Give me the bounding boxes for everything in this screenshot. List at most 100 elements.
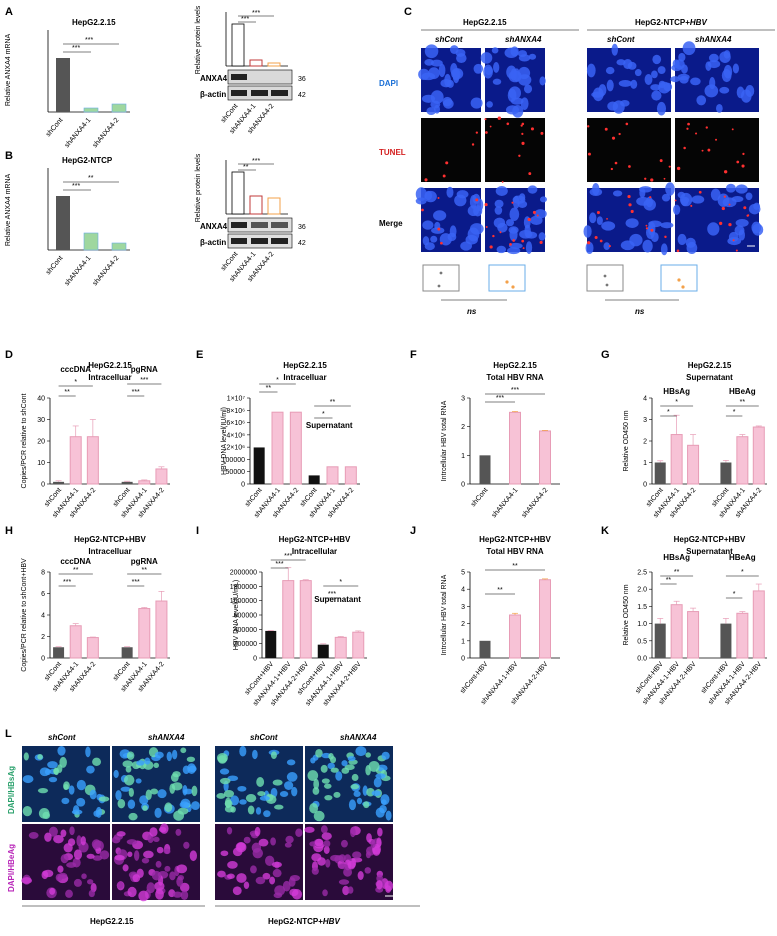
- y-tick-label: 0: [643, 482, 647, 489]
- y-tick-label: 0: [41, 656, 45, 663]
- panel-b-title: HepG2-NTCP: [62, 156, 113, 165]
- svg-text:shANXA4: shANXA4: [505, 35, 542, 44]
- y-tick-label: 1×10⁷: [227, 396, 246, 403]
- y-tick-label: 6: [41, 591, 45, 598]
- y-tick-label: 1: [643, 460, 647, 467]
- y-tick-label: 100000: [222, 457, 245, 464]
- chart-subtitle: Intracelluar: [88, 373, 131, 382]
- a-cat-0: shCont: [45, 117, 65, 139]
- group-label: cccDNA: [60, 557, 91, 566]
- bar: [479, 455, 491, 484]
- y-tick-label: 3: [461, 396, 465, 403]
- panel-letter-k: K: [601, 525, 609, 537]
- chart-annotation: Supernatant: [306, 421, 353, 430]
- svg-text:ns: ns: [635, 307, 645, 316]
- panel-letter-d: D: [5, 349, 13, 361]
- y-tick-label: 200000: [234, 641, 257, 648]
- chart-annotation: Supernatant: [314, 595, 361, 604]
- panel-letter-i: I: [196, 525, 200, 537]
- chart-subtitle: Intracellular: [292, 547, 337, 556]
- chart-ylabel: Intrcellular HBV total RNA: [441, 400, 448, 481]
- chart-D: HepG2.2.15 Intracelluar Copies/PCR relativ…: [21, 361, 170, 519]
- y-tick-label: 0: [241, 482, 245, 489]
- svg-text:Relative protein levels: Relative protein levels: [195, 153, 202, 222]
- svg-text:shCont: shCont: [607, 35, 635, 44]
- y-tick-label: 0.0: [637, 656, 647, 663]
- y-tick-label: 30: [37, 417, 45, 424]
- sig-mark: *: [667, 409, 670, 416]
- a-protein1: ANXA4: [200, 74, 228, 83]
- panel-letter-b: B: [5, 150, 13, 162]
- chart-G: HepG2.2.15 Supernatant Relative OD450 nm 0 1…: [623, 361, 767, 519]
- svg-text:shANXA4: shANXA4: [148, 733, 185, 742]
- sig-a-1: ***: [72, 45, 80, 52]
- sig-mark: ***: [63, 579, 71, 586]
- panel-a-ylabel: Relative ANXA4 mRNA: [5, 33, 12, 106]
- c-row-merge: Merge: [379, 219, 403, 228]
- y-tick-label: 1800000: [230, 584, 257, 591]
- chart-subtitle: Intracelluar: [283, 373, 326, 382]
- y-tick-label: 0: [41, 482, 45, 489]
- chart-ylabel: Intrcellular HBV total RNA: [441, 574, 448, 655]
- svg-text:**: **: [88, 175, 94, 182]
- sig-mark: ***: [496, 395, 504, 402]
- y-tick-label: 0: [461, 656, 465, 663]
- bar: [752, 590, 765, 659]
- chart-subtitle: Total HBV RNA: [486, 373, 543, 382]
- panel-l-images: shCont shANXA4 shCont shANXA4 DAPI/HBsAg…: [7, 733, 420, 926]
- sig-mark: *: [675, 399, 678, 406]
- c-group2: HepG2-NTCP+HBV: [635, 18, 707, 27]
- bar: [53, 481, 65, 484]
- chart-title: HepG2-NTCP+HBV: [74, 535, 146, 544]
- bar: [86, 637, 99, 659]
- bar: [509, 411, 521, 485]
- chart-J: HepG2-NTCP+HBV Total HBV RNA Intrcellular …: [441, 535, 560, 706]
- panel-letter-f: F: [410, 349, 417, 361]
- y-tick-label: 8×10⁶: [226, 408, 245, 415]
- y-tick-label: 1: [461, 453, 465, 460]
- charts-d-k: HepG2.2.15 Intracelluar Copies/PCR relativ…: [21, 361, 767, 707]
- sig-mark: *: [339, 579, 342, 586]
- svg-text:shCont: shCont: [48, 733, 76, 742]
- svg-text:shCont: shCont: [250, 733, 278, 742]
- svg-text:β-actin: β-actin: [200, 238, 226, 247]
- chart-title: HepG2.2.15: [493, 361, 537, 370]
- bar: [736, 436, 749, 485]
- svg-text:36: 36: [298, 224, 306, 231]
- chart-ylabel: Copies/PCR relative to shCont+HBV: [21, 558, 28, 672]
- sig-mark: ***: [511, 387, 519, 394]
- y-tick-label: 50000: [226, 469, 246, 476]
- bar: [654, 623, 666, 658]
- c-row-tunel: TUNEL: [379, 148, 406, 157]
- bar: [670, 434, 683, 485]
- svg-text:Relative ANXA4 mRNA: Relative ANXA4 mRNA: [5, 173, 12, 246]
- y-tick-label: 0.5: [637, 638, 647, 645]
- bar: [539, 579, 551, 659]
- bar-a-shcont: [56, 58, 70, 112]
- panel-c-tunel: HepG2.2.15 HepG2-NTCP+HBV shCont shANXA4…: [379, 18, 775, 316]
- chart-title: HepG2-NTCP+HBV: [674, 535, 746, 544]
- panel-a-title: HepG2.2.15: [72, 18, 116, 27]
- svg-text:42: 42: [298, 240, 306, 247]
- chart-H: HepG2-NTCP+HBV Intracelluar Copies/PCR rel…: [21, 535, 170, 693]
- chart-K: HepG2-NTCP+HBV Supernatant Relative OD450 …: [623, 535, 767, 706]
- chart-ylabel: HBV-DNA level(IU/ml): [221, 407, 228, 475]
- chart-subtitle: Supernatant: [686, 373, 733, 382]
- a-cat-2: shANXA4-2: [92, 117, 121, 150]
- chart-title: HepG2.2.15: [88, 361, 132, 370]
- sig-mark: ***: [132, 579, 140, 586]
- y-tick-label: 2.5: [637, 570, 647, 577]
- sig-mark: **: [73, 567, 79, 574]
- bar: [155, 468, 168, 485]
- panel-b-blot: Relative protein levels ** *** ANXA4 β-a…: [195, 153, 306, 283]
- a-cat-1: shANXA4-1: [64, 117, 93, 150]
- chart-F: HepG2.2.15 Total HBV RNA Intrcellular HBV …: [441, 361, 560, 519]
- sig-mark: *: [276, 377, 279, 384]
- bar: [344, 466, 357, 485]
- c-tile-1-2: [587, 118, 671, 182]
- x-tick-label: shCont: [470, 487, 490, 509]
- y-tick-label: 2: [41, 634, 45, 641]
- svg-text:***: ***: [241, 16, 249, 23]
- sig-mark: **: [512, 563, 518, 570]
- svg-text:***: ***: [252, 10, 260, 17]
